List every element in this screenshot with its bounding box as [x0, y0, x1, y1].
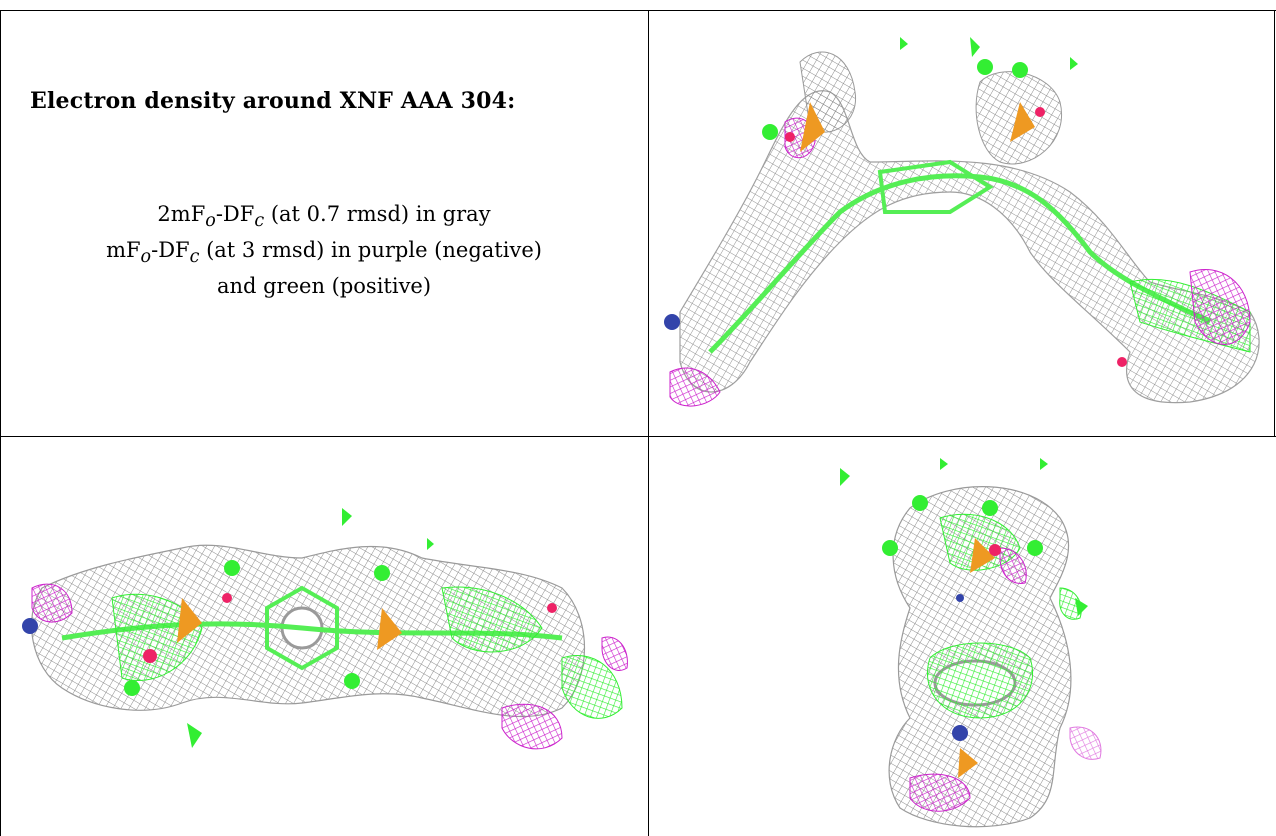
- table-border-left: [0, 10, 1, 836]
- legend-line-mfo: mFo-DFc (at 3 rmsd) in purple (negative): [106, 238, 542, 268]
- caption-title: Electron density around XNF AAA 304:: [30, 88, 516, 114]
- table-border-right: [1274, 10, 1275, 436]
- legend-line-2mfo: 2mFo-DFc (at 0.7 rmsd) in gray: [157, 202, 491, 232]
- table-border-row: [0, 436, 1276, 437]
- table-border-middle: [648, 10, 649, 836]
- density-view-2-icon: [22, 508, 628, 750]
- legend-line-positive: and green (positive): [216, 274, 432, 299]
- caption-cell: Electron density around XNF AAA 304: 2mF…: [0, 0, 648, 436]
- density-view-3-icon: [840, 458, 1102, 828]
- table-border-top: [0, 10, 1276, 11]
- density-panel-bottom-right: [650, 438, 1276, 836]
- density-panel-top-right: [650, 12, 1274, 435]
- density-panel-bottom-left: [2, 438, 647, 836]
- density-view-1-icon: [664, 37, 1260, 407]
- caption-legend: 2mFo-DFc (at 0.7 rmsd) in gray mFo-DFc (…: [0, 200, 648, 301]
